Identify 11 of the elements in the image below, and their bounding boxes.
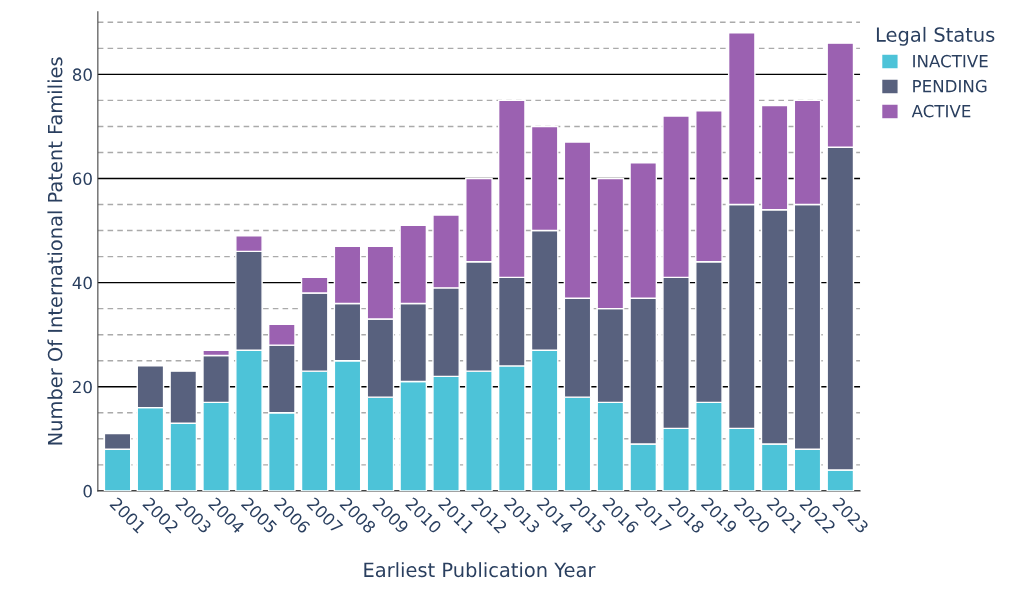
y-tick-label: 60 bbox=[72, 172, 92, 186]
y-tick-label: 20 bbox=[73, 380, 92, 394]
y-tick-label: 80 bbox=[72, 68, 92, 81]
legend-title: Legal Status bbox=[876, 26, 995, 46]
legend-label: PENDING bbox=[913, 79, 987, 93]
y-tick-label: 40 bbox=[72, 276, 92, 290]
legend-label: INACTIVE bbox=[913, 54, 988, 68]
y-tick-label: 0 bbox=[83, 484, 92, 498]
x-axis-title: Earliest Publication Year bbox=[364, 562, 596, 578]
y-axis-title: Number Of International Patent Families bbox=[47, 57, 63, 445]
legend-label: ACTIVE bbox=[911, 104, 971, 118]
